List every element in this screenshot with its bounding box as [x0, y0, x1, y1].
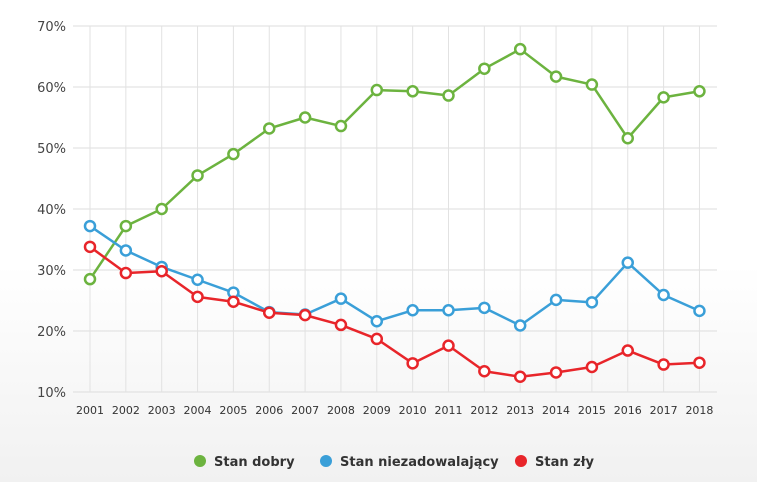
- data-point[interactable]: [442, 339, 455, 352]
- data-point[interactable]: [442, 89, 455, 102]
- data-point[interactable]: [513, 370, 527, 383]
- legend-marker: [194, 455, 206, 467]
- x-tick-label: 2015: [578, 404, 606, 417]
- data-point[interactable]: [621, 131, 634, 145]
- legend-label: Stan niezadowalający: [340, 455, 499, 470]
- data-point[interactable]: [119, 266, 133, 280]
- data-point[interactable]: [191, 273, 204, 287]
- data-point[interactable]: [227, 147, 240, 161]
- data-point[interactable]: [621, 344, 634, 357]
- y-tick-label: 30%: [37, 264, 66, 279]
- data-point[interactable]: [693, 304, 706, 318]
- data-point[interactable]: [585, 360, 599, 374]
- x-tick-label: 2018: [685, 404, 713, 417]
- x-tick-label: 2009: [363, 404, 391, 417]
- data-point[interactable]: [549, 366, 563, 379]
- x-tick-label: 2004: [184, 404, 212, 417]
- series-stan-niezadowalaj-cy: [83, 219, 706, 332]
- data-point[interactable]: [693, 85, 706, 98]
- y-tick-label: 20%: [37, 325, 66, 340]
- data-point[interactable]: [370, 83, 384, 97]
- series-line: [88, 47, 700, 280]
- legend-item: Stan zły: [515, 455, 595, 470]
- x-tick-label: 2005: [219, 404, 247, 417]
- data-point[interactable]: [83, 240, 97, 254]
- x-tick-label: 2012: [470, 404, 498, 417]
- y-axis-ticks: 10% 20% 30% 40% 50% 60% 70%: [37, 20, 66, 401]
- data-point[interactable]: [621, 256, 634, 269]
- x-tick-label: 2014: [542, 404, 570, 417]
- data-point[interactable]: [549, 293, 563, 307]
- data-point[interactable]: [513, 319, 527, 332]
- data-point[interactable]: [83, 219, 97, 233]
- legend-label: Stan zły: [535, 455, 595, 470]
- data-point[interactable]: [119, 219, 133, 233]
- series-stan-z-y: [83, 240, 706, 383]
- data-point[interactable]: [334, 318, 348, 332]
- data-point[interactable]: [657, 288, 670, 302]
- data-point[interactable]: [478, 62, 491, 75]
- data-point[interactable]: [657, 91, 670, 104]
- data-point[interactable]: [119, 244, 133, 257]
- data-point[interactable]: [334, 292, 348, 305]
- data-point[interactable]: [263, 122, 276, 135]
- data-point[interactable]: [155, 264, 168, 278]
- data-point[interactable]: [191, 290, 204, 304]
- data-point[interactable]: [370, 332, 384, 346]
- data-point[interactable]: [83, 272, 97, 286]
- x-tick-label: 2011: [435, 404, 463, 417]
- y-tick-label: 10%: [37, 386, 66, 401]
- x-tick-label: 2016: [614, 404, 642, 417]
- legend-item: Stan dobry: [194, 455, 295, 470]
- data-point[interactable]: [406, 85, 419, 98]
- x-tick-label: 2001: [76, 404, 104, 417]
- data-point[interactable]: [657, 358, 670, 371]
- y-tick-label: 40%: [37, 203, 66, 218]
- series-lines: [83, 42, 706, 383]
- data-point[interactable]: [298, 308, 312, 322]
- series-line: [89, 225, 700, 327]
- data-point[interactable]: [585, 296, 599, 309]
- x-tick-label: 2006: [255, 404, 283, 417]
- data-point[interactable]: [227, 295, 240, 308]
- data-point[interactable]: [191, 169, 204, 182]
- legend: Stan dobry Stan niezadowalający Stan zły: [194, 455, 595, 470]
- data-point[interactable]: [406, 304, 419, 317]
- data-point[interactable]: [513, 42, 527, 56]
- series-line: [89, 245, 700, 378]
- y-tick-label: 50%: [37, 142, 66, 157]
- data-point[interactable]: [693, 356, 706, 369]
- legend-marker: [320, 455, 332, 467]
- data-point[interactable]: [298, 111, 312, 124]
- x-tick-label: 2017: [650, 404, 678, 417]
- gridlines: [73, 25, 717, 393]
- x-tick-label: 2013: [506, 404, 534, 417]
- data-point[interactable]: [406, 357, 419, 370]
- x-tick-label: 2008: [327, 404, 355, 417]
- data-point[interactable]: [478, 301, 491, 315]
- data-point[interactable]: [478, 365, 491, 378]
- data-point[interactable]: [334, 119, 348, 133]
- series-stan-dobry: [83, 42, 706, 286]
- y-tick-label: 70%: [37, 20, 66, 35]
- x-axis-ticks: 2001 2002 2003 2004 2005 2006 2007 2008 2009 2010…: [76, 404, 713, 417]
- legend-marker: [515, 455, 527, 467]
- data-point[interactable]: [155, 202, 168, 216]
- data-point[interactable]: [263, 306, 276, 319]
- x-tick-label: 2010: [399, 404, 427, 417]
- data-point[interactable]: [442, 304, 455, 317]
- data-point[interactable]: [370, 314, 384, 328]
- x-tick-label: 2003: [148, 404, 176, 417]
- data-point[interactable]: [549, 70, 563, 83]
- x-tick-label: 2002: [112, 404, 140, 417]
- legend-item: Stan niezadowalający: [320, 455, 499, 470]
- legend-label: Stan dobry: [214, 455, 295, 470]
- y-tick-label: 60%: [37, 81, 66, 96]
- data-point[interactable]: [585, 78, 599, 91]
- x-tick-label: 2007: [291, 404, 319, 417]
